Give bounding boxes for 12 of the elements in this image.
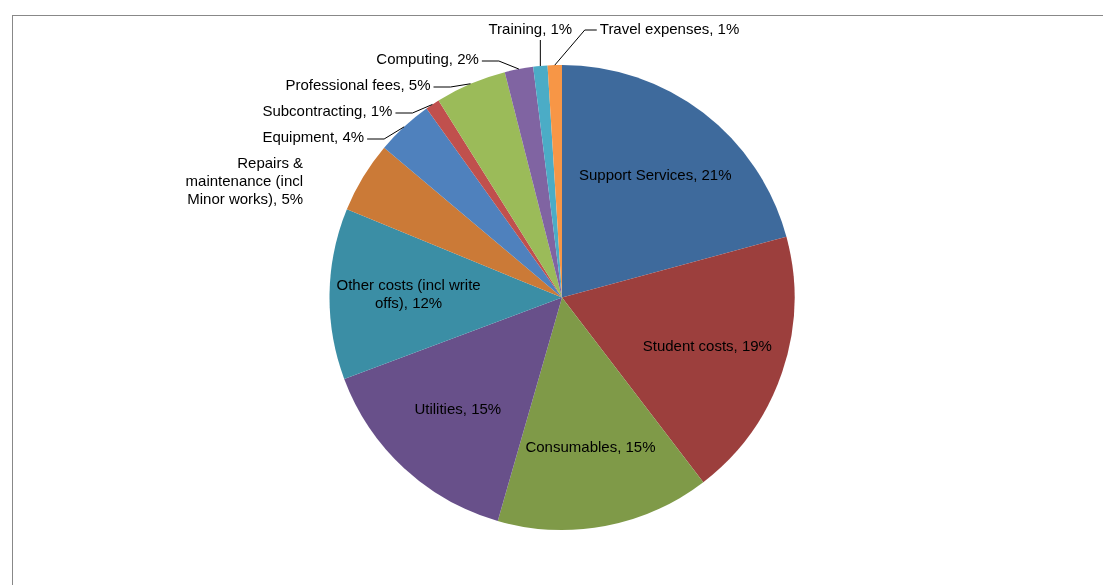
slice-label: Computing, 2% [376,49,479,67]
slice-label: Professional fees, 5% [285,75,431,93]
slice-label: Consumables, 15% [525,438,656,456]
slice-label: Support Services, 21% [578,165,732,183]
slice-label: Subcontracting, 1% [262,101,393,119]
slice-label: Equipment, 4% [262,127,365,145]
slice-label: Student costs, 19% [642,336,772,354]
slice-label: Other costs (incl write offs), 12% [336,276,481,312]
slice-label: Travel expenses, 1% [599,20,740,38]
slice-label: Utilities, 15% [414,400,502,418]
slice-label: Repairs & maintenance (incl Minor works), 5% [185,153,304,207]
slice-label: Training, 1% [488,20,573,38]
